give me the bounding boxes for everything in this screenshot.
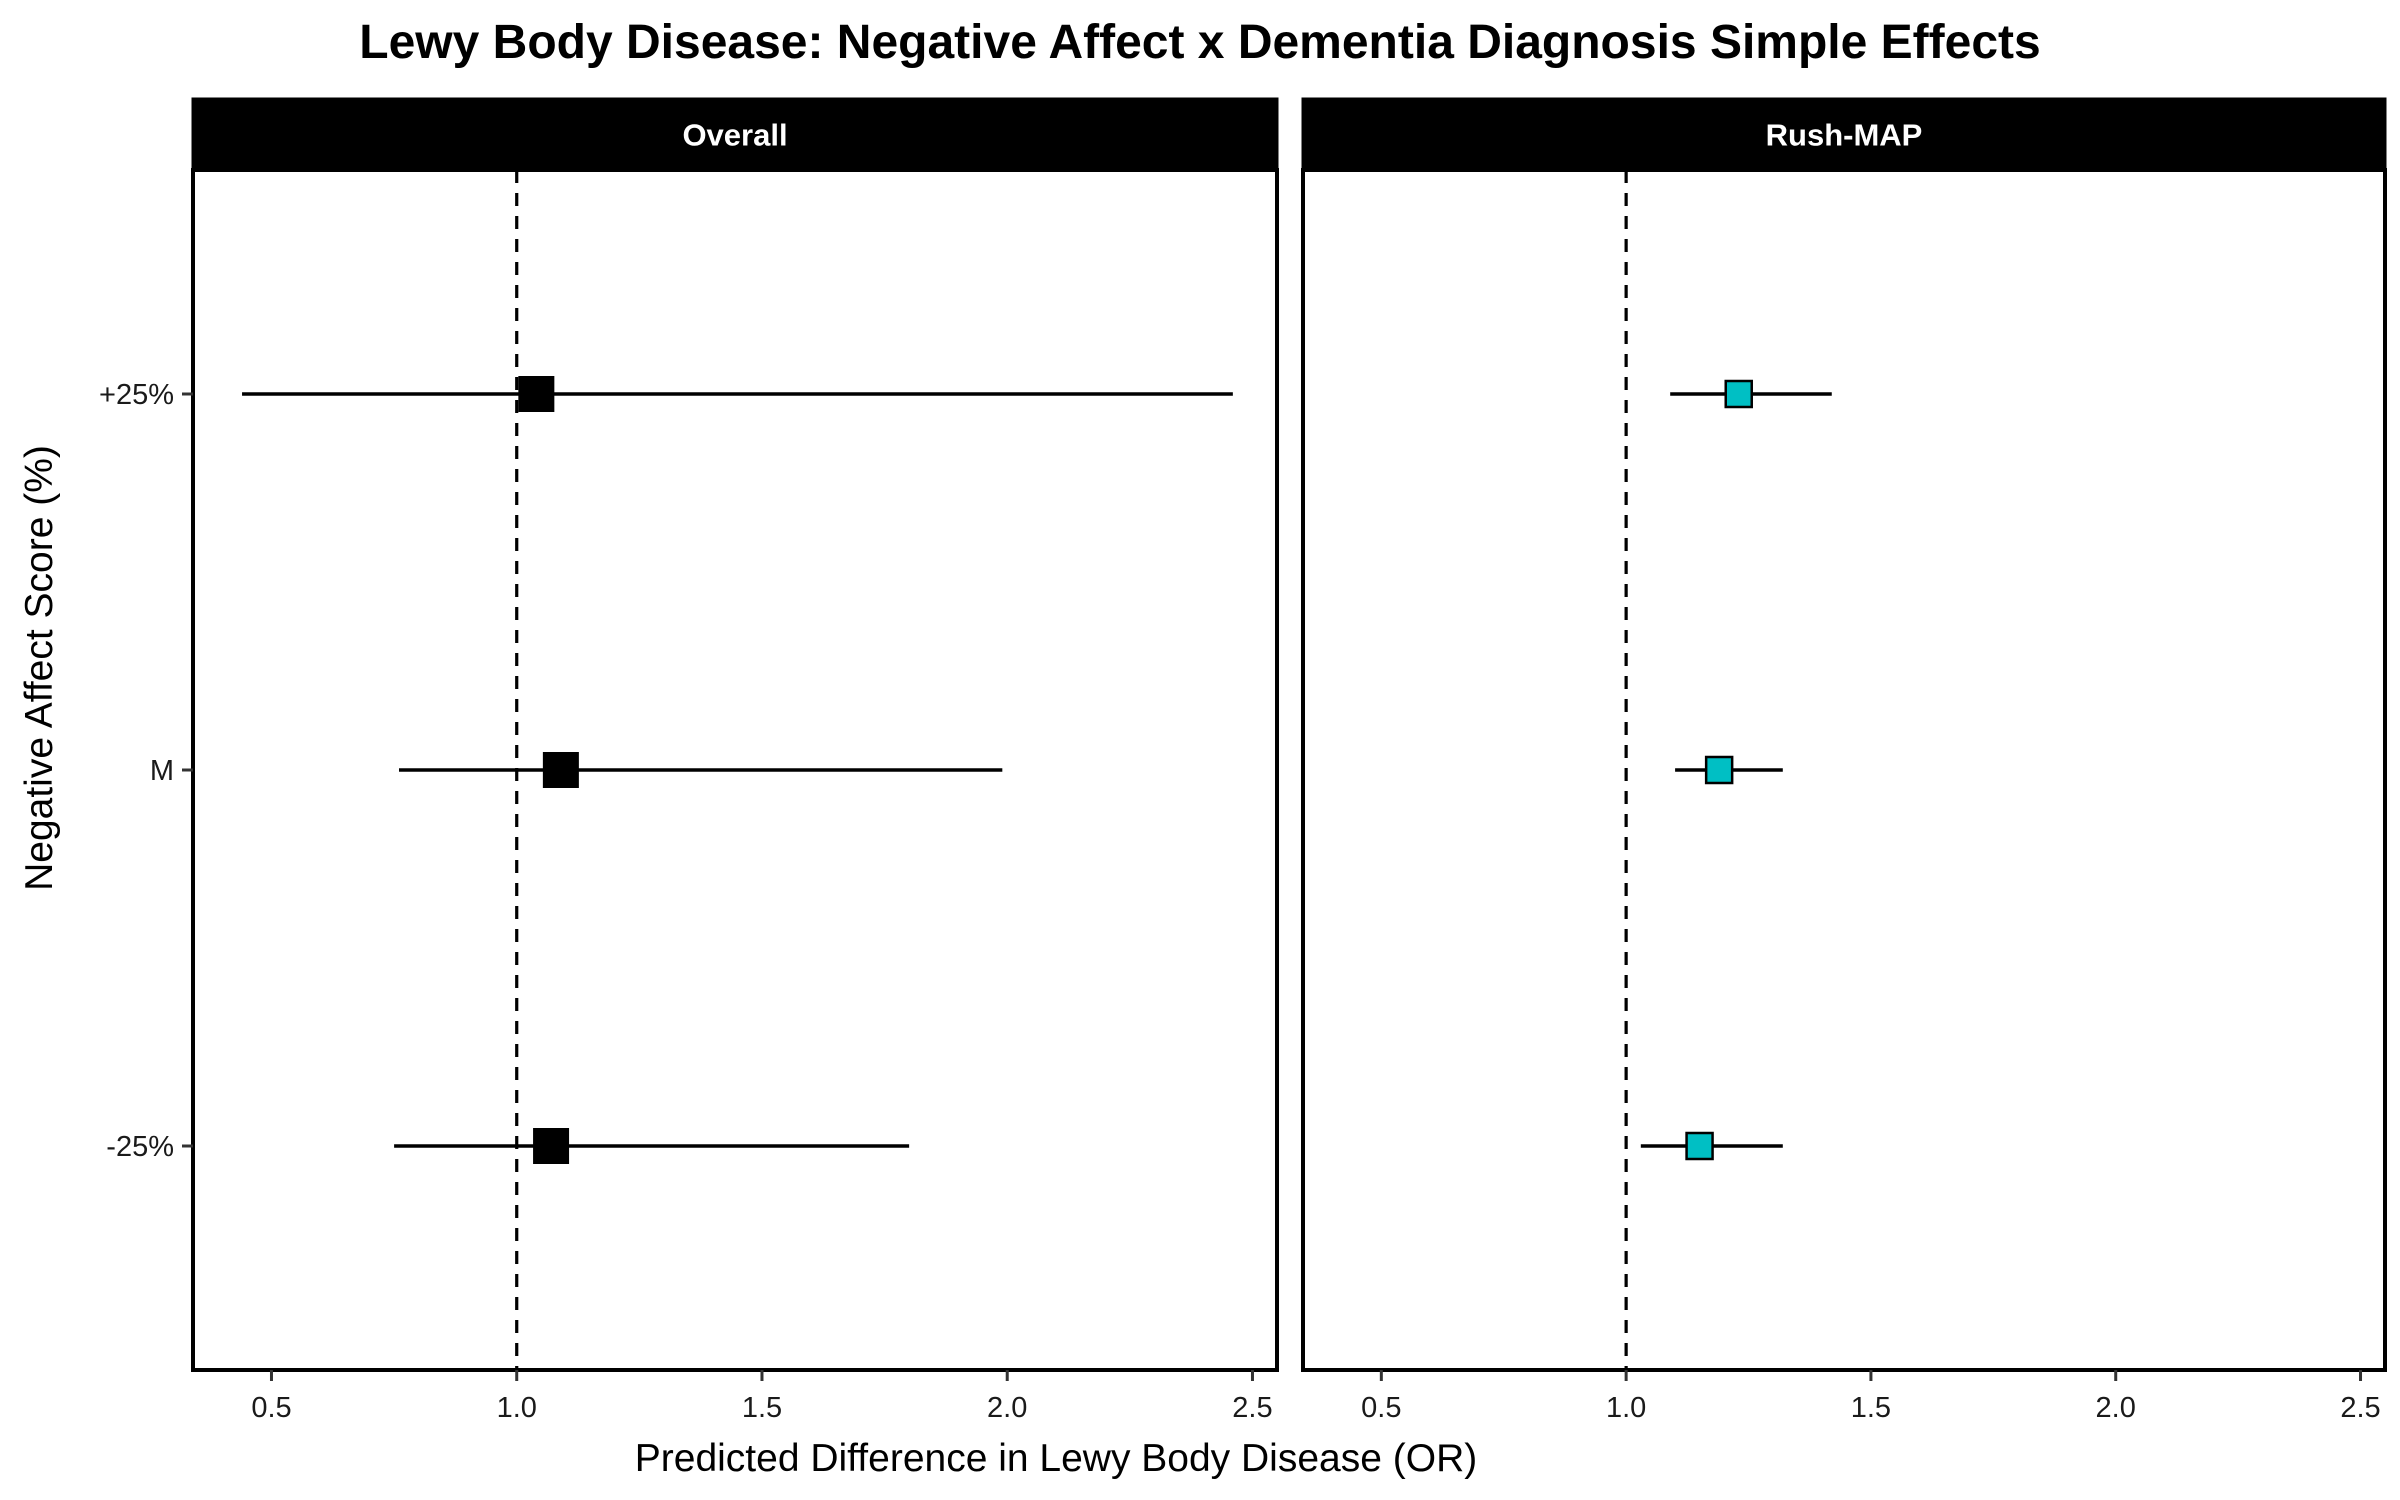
x-tick-label: 2.5	[1232, 1392, 1272, 1424]
x-tick-label: 2.0	[987, 1392, 1027, 1424]
point-estimate-marker	[533, 1128, 570, 1164]
x-tick-label: 2.5	[2340, 1392, 2380, 1424]
x-tick-label: 1.5	[742, 1392, 782, 1424]
x-tick-label: 0.5	[251, 1392, 291, 1424]
x-tick-label: 2.0	[2096, 1392, 2136, 1424]
point-estimate-marker	[1724, 379, 1753, 409]
chart-title: Lewy Body Disease: Negative Affect x Dem…	[359, 16, 2040, 69]
y-tick-label: +25%	[99, 379, 174, 411]
panel-overall: Overall 0.5 1.0 1.5 2.0 2.5 +25% M -25%	[99, 97, 1279, 1424]
y-tick-label: M	[150, 755, 174, 787]
point-estimate-marker	[518, 376, 555, 412]
point-estimate-marker	[542, 752, 579, 788]
panel-strip-label: Rush-MAP	[1766, 118, 1923, 153]
point-estimate-marker	[1704, 755, 1734, 785]
panel-strip-label: Overall	[682, 118, 787, 153]
panel-border	[1301, 168, 2387, 1372]
panel-strip	[191, 97, 1279, 172]
panels-layer: Overall 0.5 1.0 1.5 2.0 2.5 +25% M -25% Rush-MAP 0…	[99, 97, 2387, 1424]
y-tick-label: -25%	[106, 1131, 174, 1163]
x-axis-title: Predicted Difference in Lewy Body Diseas…	[635, 1437, 1477, 1480]
point-estimate-marker	[1685, 1131, 1714, 1161]
x-tick-label: 0.5	[1361, 1392, 1401, 1424]
x-tick-label: 1.0	[497, 1392, 537, 1424]
x-tick-label: 1.0	[1606, 1392, 1646, 1424]
x-tick-label: 1.5	[1851, 1392, 1891, 1424]
panel-rush-map: Rush-MAP 0.5 1.0 1.5 2.0 2.5	[1301, 97, 2387, 1424]
y-axis-title: Negative Affect Score (%)	[18, 445, 61, 891]
